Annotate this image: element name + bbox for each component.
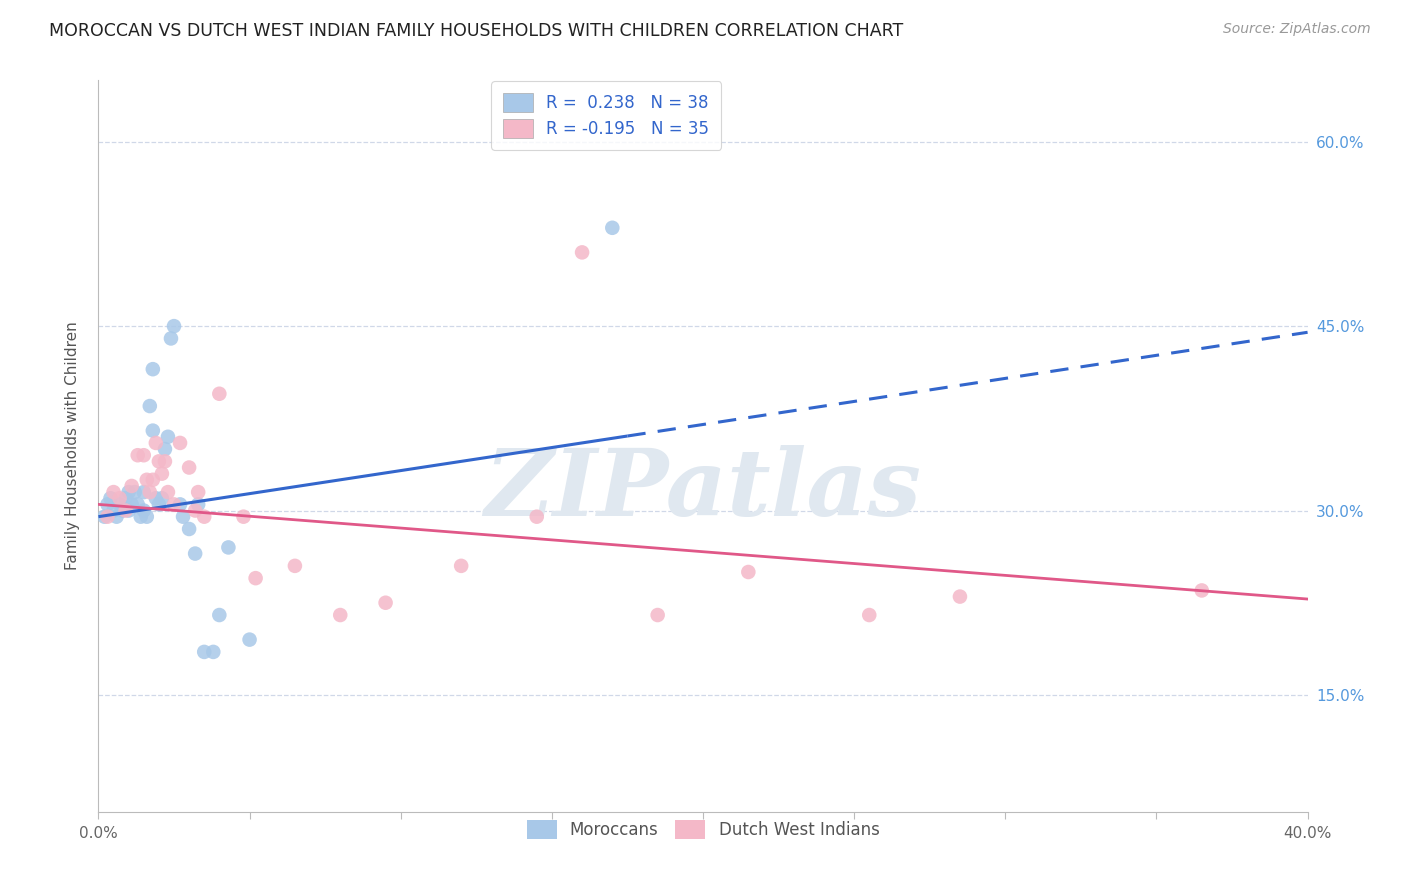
Point (114, 503, 136, 517)
Point (187, 485, 209, 500)
Legend: Moroccans, Dutch West Indians: Moroccans, Dutch West Indians (519, 812, 887, 847)
Text: ZIPatlas: ZIPatlas (485, 445, 921, 535)
Point (93, 509, 115, 524)
Point (202, 645, 225, 659)
Point (179, 460, 201, 475)
Point (139, 399, 162, 413)
Point (193, 509, 215, 524)
Point (96, 497, 118, 511)
Point (103, 503, 125, 517)
Point (121, 497, 143, 511)
Point (100, 491, 122, 506)
Text: MOROCCAN VS DUTCH WEST INDIAN FAMILY HOUSEHOLDS WITH CHILDREN CORRELATION CHART: MOROCCAN VS DUTCH WEST INDIAN FAMILY HOU… (49, 22, 904, 40)
Point (208, 607, 231, 622)
Point (374, 596, 396, 610)
Point (153, 454, 176, 468)
Point (169, 497, 191, 511)
Point (132, 503, 155, 517)
Point (118, 503, 141, 517)
Point (127, 497, 149, 511)
Point (179, 522, 201, 536)
Point (103, 485, 125, 500)
Point (124, 485, 146, 500)
Point (647, 607, 669, 622)
Point (208, 386, 231, 401)
Point (148, 497, 170, 511)
Point (602, 220, 624, 235)
Point (150, 467, 173, 481)
Point (239, 632, 262, 647)
Point (96, 509, 118, 524)
Point (949, 590, 972, 604)
Point (1191, 583, 1213, 598)
Point (132, 448, 155, 462)
Point (284, 558, 307, 573)
Point (526, 509, 548, 524)
Point (160, 331, 183, 345)
Point (245, 571, 267, 585)
Point (172, 509, 194, 524)
Point (145, 491, 167, 506)
Point (150, 491, 173, 506)
Y-axis label: Family Households with Children: Family Households with Children (65, 322, 80, 570)
Point (153, 442, 176, 456)
Point (108, 497, 131, 511)
Point (132, 485, 155, 500)
Point (145, 436, 167, 450)
Point (450, 558, 472, 573)
Point (121, 479, 143, 493)
Point (571, 245, 593, 260)
Point (329, 607, 352, 622)
Point (187, 497, 209, 511)
Point (142, 362, 165, 376)
Point (118, 485, 141, 500)
Point (148, 454, 170, 468)
Point (169, 436, 191, 450)
Point (163, 319, 186, 334)
Point (184, 503, 207, 517)
Point (139, 485, 162, 500)
Point (142, 424, 165, 438)
Point (163, 497, 186, 511)
Point (108, 491, 131, 506)
Text: Source: ZipAtlas.com: Source: ZipAtlas.com (1223, 22, 1371, 37)
Point (193, 645, 215, 659)
Point (111, 503, 134, 517)
Point (129, 509, 152, 524)
Point (217, 541, 239, 555)
Point (105, 509, 128, 524)
Point (156, 485, 179, 500)
Point (135, 509, 157, 524)
Point (127, 448, 149, 462)
Point (184, 547, 207, 561)
Point (156, 430, 179, 444)
Point (737, 565, 759, 579)
Point (858, 607, 880, 622)
Point (232, 509, 254, 524)
Point (142, 473, 165, 487)
Point (135, 473, 157, 487)
Point (114, 491, 136, 506)
